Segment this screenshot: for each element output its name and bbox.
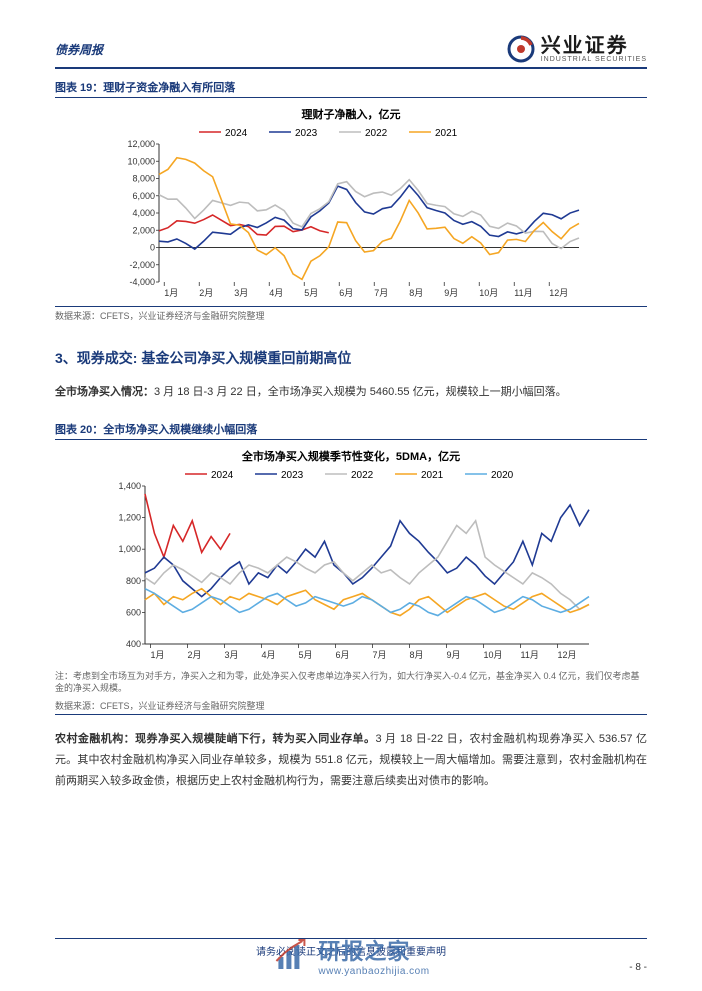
svg-text:-4,000: -4,000 xyxy=(129,277,155,287)
svg-text:12月: 12月 xyxy=(558,650,577,660)
svg-text:8,000: 8,000 xyxy=(132,174,155,184)
svg-text:9月: 9月 xyxy=(447,650,461,660)
svg-text:5月: 5月 xyxy=(304,288,318,298)
svg-text:2021: 2021 xyxy=(435,128,458,139)
para-2: 农村金融机构：现券净买入规模陡峭下行，转为买入同业存单。3 月 18 日-22 … xyxy=(55,729,647,792)
svg-text:1,400: 1,400 xyxy=(118,481,141,491)
company-logo: 兴业证券 INDUSTRIAL SECURITIES xyxy=(507,35,647,63)
svg-text:3月: 3月 xyxy=(225,650,239,660)
svg-text:2020: 2020 xyxy=(491,470,514,481)
figure-source: 数据来源：CFETS，兴业证券经济与金融研究院整理 xyxy=(55,697,647,712)
svg-text:400: 400 xyxy=(126,639,141,649)
logo-icon xyxy=(507,35,535,63)
svg-text:1月: 1月 xyxy=(151,650,165,660)
svg-text:3月: 3月 xyxy=(234,288,248,298)
watermark: 研报之家 www.yanbaozhijia.com xyxy=(272,934,429,977)
svg-text:6,000: 6,000 xyxy=(132,191,155,201)
svg-text:2024: 2024 xyxy=(225,128,248,139)
svg-text:5月: 5月 xyxy=(299,650,313,660)
watermark-url: www.yanbaozhijia.com xyxy=(318,966,429,977)
svg-text:2022: 2022 xyxy=(365,128,388,139)
svg-text:6月: 6月 xyxy=(336,650,350,660)
figure-bottom-rule xyxy=(55,714,647,715)
header-rule xyxy=(55,67,647,69)
svg-text:2021: 2021 xyxy=(421,470,444,481)
svg-text:8月: 8月 xyxy=(409,288,423,298)
svg-text:-2,000: -2,000 xyxy=(129,260,155,270)
chart-20-container: 全市场净买入规模季节性变化，5DMA，亿元 2024 2023 2022 2021 202… xyxy=(55,446,647,666)
svg-text:4,000: 4,000 xyxy=(132,208,155,218)
chart-20-svg: 全市场净买入规模季节性变化，5DMA，亿元 2024 2023 2022 2021 202… xyxy=(101,446,601,666)
logo-cn-text: 兴业证券 xyxy=(541,36,647,56)
svg-text:12月: 12月 xyxy=(549,288,568,298)
svg-text:理财子净融入，亿元: 理财子净融入，亿元 xyxy=(302,107,401,121)
logo-en-text: INDUSTRIAL SECURITIES xyxy=(541,56,647,63)
para1-rest: 3 月 18 日-3 月 22 日，全市场净买入规模为 5460.55 亿元，规… xyxy=(154,386,567,398)
svg-text:11月: 11月 xyxy=(521,650,539,660)
svg-text:2023: 2023 xyxy=(295,128,318,139)
svg-text:2月: 2月 xyxy=(199,288,213,298)
watermark-text: 研报之家 xyxy=(318,934,429,966)
svg-text:1月: 1月 xyxy=(164,288,178,298)
watermark-icon xyxy=(272,937,310,975)
svg-text:2024: 2024 xyxy=(211,470,234,481)
para2-bold: 农村金融机构：现券净买入规模陡峭下行，转为买入同业存单。 xyxy=(55,733,375,745)
svg-text:2月: 2月 xyxy=(188,650,202,660)
report-type: 债券周报 xyxy=(55,41,103,58)
svg-text:4月: 4月 xyxy=(269,288,283,298)
figure-note: 注：考虑到全市场互为对手方，净买入之和为零，此处净买入仅考虑单边净买入行为，如大… xyxy=(55,668,647,695)
svg-text:600: 600 xyxy=(126,607,141,617)
svg-text:8月: 8月 xyxy=(410,650,424,660)
svg-text:6月: 6月 xyxy=(339,288,353,298)
svg-text:1,200: 1,200 xyxy=(118,512,141,522)
svg-text:10月: 10月 xyxy=(484,650,503,660)
section-3-heading: 3、现券成交: 基金公司净买入规模重回前期高位 xyxy=(55,348,647,368)
svg-text:全市场净买入规模季节性变化，5DMA，亿元: 全市场净买入规模季节性变化，5DMA，亿元 xyxy=(241,449,460,463)
svg-text:12,000: 12,000 xyxy=(127,139,155,149)
svg-text:10,000: 10,000 xyxy=(127,156,155,166)
svg-text:2022: 2022 xyxy=(351,470,374,481)
svg-text:2023: 2023 xyxy=(281,470,304,481)
figure-20: 图表 20：全市场净买入规模继续小幅回落 全市场净买入规模季节性变化，5DMA，… xyxy=(55,417,647,715)
para1-bold: 全市场净买入情况： xyxy=(55,386,154,398)
svg-text:7月: 7月 xyxy=(374,288,388,298)
figure-19: 图表 19：理财子资金净融入有所回落 理财子净融入，亿元 2024 2023 2022… xyxy=(55,75,647,322)
svg-text:1,000: 1,000 xyxy=(118,544,141,554)
svg-text:0: 0 xyxy=(150,243,155,253)
svg-text:9月: 9月 xyxy=(444,288,458,298)
svg-text:10月: 10月 xyxy=(479,288,498,298)
svg-text:800: 800 xyxy=(126,576,141,586)
figure-title: 图表 20：全市场净买入规模继续小幅回落 xyxy=(55,417,647,440)
section-3-para1: 全市场净买入情况：3 月 18 日-3 月 22 日，全市场净买入规模为 546… xyxy=(55,382,647,403)
svg-text:4月: 4月 xyxy=(262,650,276,660)
page-header: 债券周报 兴业证券 INDUSTRIAL SECURITIES xyxy=(55,35,647,63)
chart-19-svg: 理财子净融入，亿元 2024 2023 2022 2021 -4,000 -2,000 0 2,… xyxy=(111,104,591,304)
svg-text:2,000: 2,000 xyxy=(132,225,155,235)
svg-text:11月: 11月 xyxy=(514,288,532,298)
chart-19-container: 理财子净融入，亿元 2024 2023 2022 2021 -4,000 -2,000 0 2,… xyxy=(55,104,647,304)
svg-text:7月: 7月 xyxy=(373,650,387,660)
figure-source: 数据来源：CFETS，兴业证券经济与金融研究院整理 xyxy=(55,306,647,322)
figure-title: 图表 19：理财子资金净融入有所回落 xyxy=(55,75,647,98)
